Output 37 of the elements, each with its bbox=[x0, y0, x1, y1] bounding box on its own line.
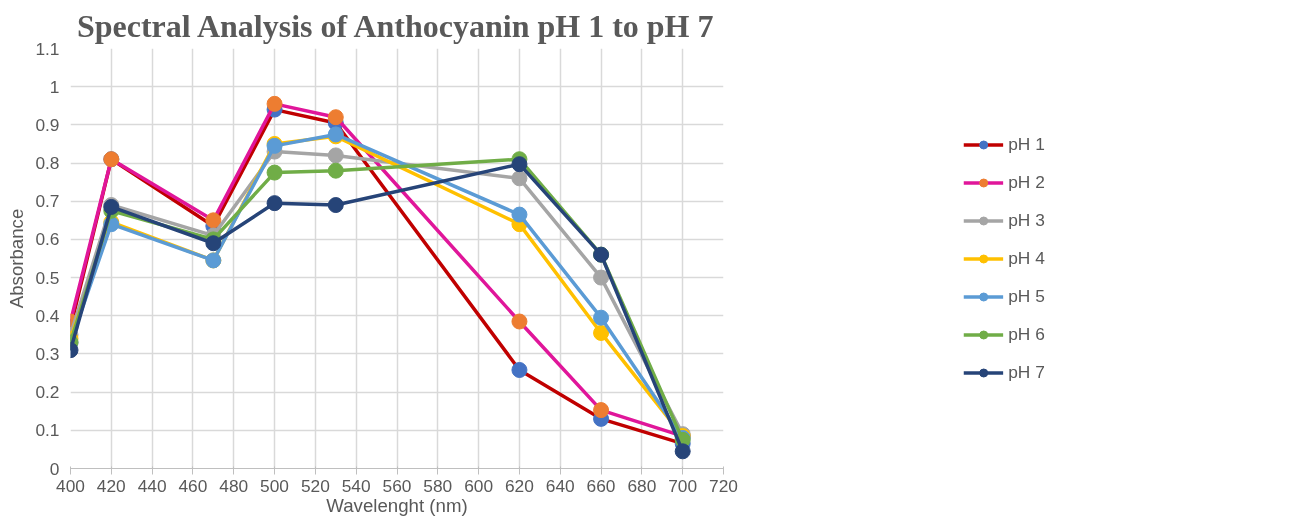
y-tick-label: 1 bbox=[49, 76, 60, 97]
y-axis-title: Absorbance bbox=[6, 208, 28, 309]
x-tick-label: 600 bbox=[464, 475, 494, 496]
legend-label: pH 2 bbox=[1008, 171, 1045, 193]
x-tick-label: 460 bbox=[178, 475, 208, 496]
x-tick-label: 680 bbox=[627, 475, 657, 496]
x-tick-label: 440 bbox=[137, 475, 167, 496]
legend-label: pH 1 bbox=[1008, 133, 1045, 155]
x-tick-label: 720 bbox=[709, 475, 738, 496]
y-tick-label: 0.7 bbox=[35, 191, 60, 212]
x-tick-label: 580 bbox=[423, 475, 453, 496]
legend-label: pH 7 bbox=[1008, 361, 1045, 383]
x-tick-label: 660 bbox=[586, 475, 616, 496]
x-tick-label: 700 bbox=[668, 475, 698, 496]
y-tick-label: 0.1 bbox=[35, 420, 60, 441]
y-tick-label: 0.4 bbox=[35, 305, 60, 326]
x-tick-label: 560 bbox=[382, 475, 412, 496]
y-tick-label: 0.2 bbox=[35, 382, 60, 403]
y-tick-label: 0.8 bbox=[35, 153, 60, 174]
legend-label: pH 4 bbox=[1008, 247, 1045, 269]
y-tick-label: 0.6 bbox=[35, 229, 60, 250]
x-tick-label: 420 bbox=[96, 475, 126, 496]
x-tick-label: 640 bbox=[545, 475, 575, 496]
legend-label: pH 6 bbox=[1008, 323, 1045, 345]
legend-label: pH 3 bbox=[1008, 209, 1045, 231]
legend-label: pH 5 bbox=[1008, 285, 1045, 307]
chart-title: Spectral Analysis of Anthocyanin pH 1 to pH 7 bbox=[76, 7, 714, 44]
x-tick-label: 520 bbox=[300, 475, 330, 496]
x-tick-label: 500 bbox=[260, 475, 290, 496]
x-tick-label: 480 bbox=[219, 475, 249, 496]
x-tick-label: 540 bbox=[341, 475, 371, 496]
y-tick-label: 0.5 bbox=[35, 267, 60, 288]
y-tick-label: 1.1 bbox=[35, 38, 60, 59]
y-tick-label: 0.9 bbox=[35, 114, 60, 135]
y-tick-label: 0.3 bbox=[35, 343, 60, 364]
x-axis-title: Wavelenght (nm) bbox=[326, 494, 468, 516]
x-tick-label: 620 bbox=[504, 475, 534, 496]
